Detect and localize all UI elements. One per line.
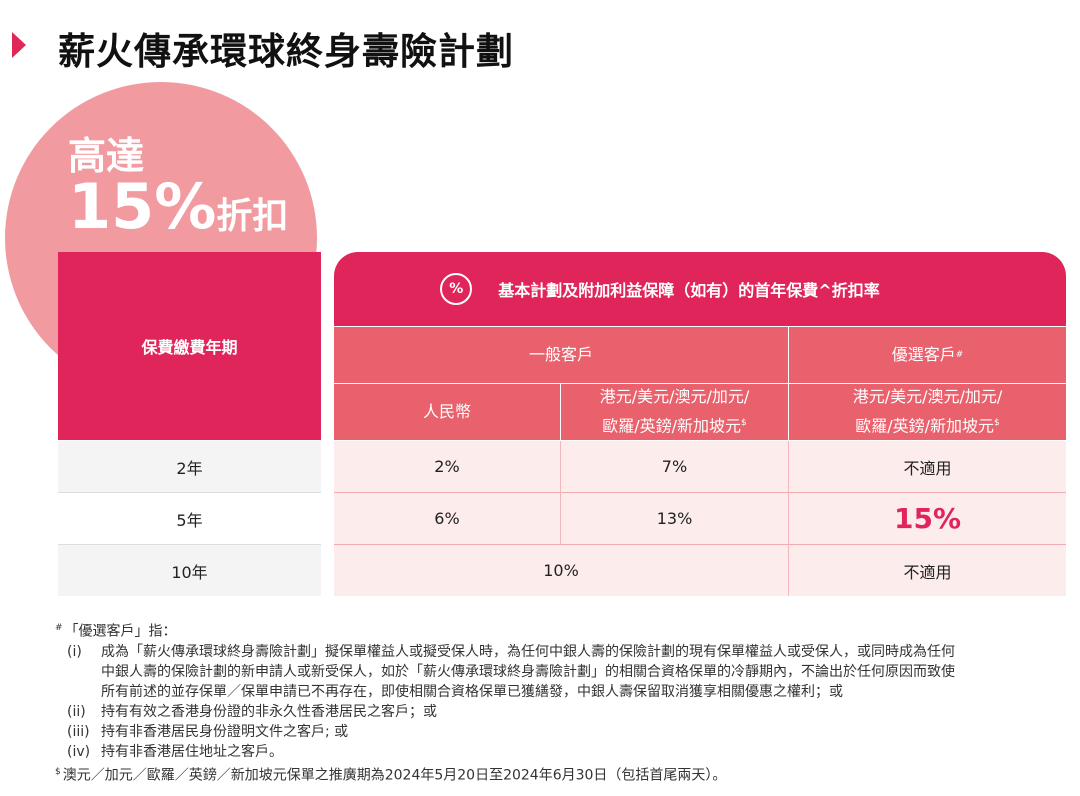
header-discount-rate: % 基本計劃及附加利益保障（如有）的首年保費^折扣率 bbox=[334, 252, 1066, 326]
notes-heading-text: 「優選客戶」指： bbox=[64, 623, 177, 640]
note-number: (iii) bbox=[67, 723, 90, 740]
row-divider bbox=[334, 492, 1066, 493]
note-text: 持有非香港居民身份證明文件之客戶; 或 bbox=[101, 723, 349, 740]
note-text: 所有前述的並存保單／保單申請已不再存在，即使相關合資格保單已獲繕發，中銀人壽保留… bbox=[101, 683, 843, 700]
currencies-line2: 歐羅/英鎊/新加坡元 bbox=[855, 416, 995, 436]
header-discount-rate-label: 基本計劃及附加利益保障（如有）的首年保費^折扣率 bbox=[498, 281, 880, 300]
note-item: (i) 成為「薪火傳承環球終身壽險計劃」擬保單權益人或擬受保人時，為任何中銀人壽… bbox=[55, 642, 1070, 702]
header-fx-preferred: 港元/美元/澳元/加元/ 歐羅/英鎊/新加坡元$ bbox=[789, 384, 1066, 440]
footnote-currency: $ 澳元／加元／歐羅／英鎊／新加坡元保單之推廣期為2024年5月20日至2024年… bbox=[55, 762, 1070, 786]
table-cell: 6% bbox=[334, 493, 560, 544]
col-divider bbox=[560, 441, 561, 544]
percent-icon: % bbox=[440, 273, 473, 305]
row-term-2: 2年 bbox=[58, 441, 321, 492]
promo-up-to: 高達 bbox=[68, 134, 145, 178]
row-divider bbox=[58, 544, 321, 545]
header-payment-term: 保費繳費年期 bbox=[58, 252, 321, 440]
header-fx-general: 港元/美元/澳元/加元/ 歐羅/英鎊/新加坡元$ bbox=[561, 384, 788, 440]
footnote-text: 澳元／加元／歐羅／英鎊／新加坡元保單之推廣期為2024年5月20日至2024年6… bbox=[62, 767, 727, 784]
note-number: (ii) bbox=[67, 703, 86, 720]
row-term-5: 5年 bbox=[58, 493, 321, 544]
promo-discount: 15%折扣 bbox=[68, 172, 288, 242]
preferred-mark: # bbox=[955, 350, 964, 360]
row-divider bbox=[58, 492, 321, 493]
header-general-customer: 一般客戶 bbox=[334, 327, 788, 383]
note-number: (i) bbox=[67, 643, 82, 660]
table-cell: 13% bbox=[561, 493, 788, 544]
currencies-line2: 歐羅/英鎊/新加坡元 bbox=[602, 416, 742, 436]
note-text: 成為「薪火傳承環球終身壽險計劃」擬保單權益人或擬受保人時，為任何中銀人壽的保險計… bbox=[101, 643, 955, 660]
footnote-mark: $ bbox=[55, 766, 61, 777]
header-preferred-label: 優選客戶 bbox=[891, 345, 956, 364]
note-item: (ii) 持有有效之香港身份證的非永久性香港居民之客戶；或 bbox=[55, 702, 1070, 722]
header-preferred-customer: 優選客戶 # bbox=[789, 327, 1066, 383]
row-divider bbox=[334, 544, 1066, 545]
note-item: (iii) 持有非香港居民身份證明文件之客戶; 或 bbox=[55, 722, 1070, 742]
table-cell: 2% bbox=[334, 441, 560, 492]
currencies-mark: $ bbox=[741, 418, 747, 429]
notes-heading: # 「優選客戶」指： bbox=[55, 618, 1070, 642]
note-text: 中銀人壽的保險計劃的新申請人或新受保人，如於「薪火傳承環球終身壽險計劃」的相關合… bbox=[101, 663, 955, 680]
note-text: 持有非香港居住地址之客戶。 bbox=[101, 743, 283, 760]
footnotes: # 「優選客戶」指： (i) 成為「薪火傳承環球終身壽險計劃」擬保單權益人或擬受保… bbox=[55, 618, 1070, 785]
promo-percent: 15% bbox=[68, 170, 217, 243]
col-divider bbox=[788, 441, 789, 596]
title-marker-icon bbox=[12, 32, 26, 58]
currencies-line1: 港元/美元/澳元/加元/ bbox=[852, 387, 1003, 407]
page-title: 薪火傳承環球終身壽險計劃 bbox=[58, 30, 514, 73]
table-cell-highlight: 15% bbox=[789, 493, 1066, 544]
heading-mark: # bbox=[55, 623, 63, 633]
table-cell-merged: 10% bbox=[334, 545, 788, 596]
note-item: (iv) 持有非香港居住地址之客戶。 bbox=[55, 742, 1070, 762]
promo-discount-label: 折扣 bbox=[216, 196, 289, 237]
table-cell: 不適用 bbox=[789, 441, 1066, 492]
note-number: (iv) bbox=[67, 743, 91, 760]
row-term-10: 10年 bbox=[58, 545, 321, 596]
table-cell: 7% bbox=[561, 441, 788, 492]
currencies-mark: $ bbox=[994, 418, 1000, 429]
table-cell: 不適用 bbox=[789, 545, 1066, 596]
highlight-percent: 15% bbox=[893, 502, 962, 535]
note-text: 持有有效之香港身份證的非永久性香港居民之客戶；或 bbox=[101, 703, 437, 720]
currencies-line1: 港元/美元/澳元/加元/ bbox=[599, 387, 750, 407]
header-rmb: 人民幣 bbox=[334, 384, 560, 440]
